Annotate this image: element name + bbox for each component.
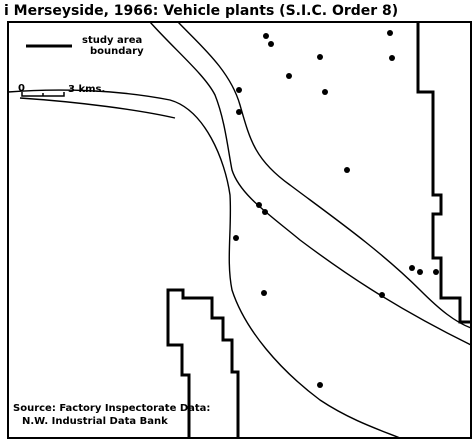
plant-dot xyxy=(433,269,439,275)
plant-dot xyxy=(268,41,274,47)
plant-dot xyxy=(344,167,350,173)
coastline xyxy=(149,21,472,346)
plant-dot xyxy=(261,290,267,296)
plant-dot xyxy=(263,33,269,39)
coastline xyxy=(19,97,176,119)
plant-dot xyxy=(286,73,292,79)
plant-dot xyxy=(387,30,393,36)
plant-dot xyxy=(389,55,395,61)
plant-dot xyxy=(233,235,239,241)
scale-label: 3 kms. xyxy=(68,84,105,95)
map-title: i Merseyside, 1966: Vehicle plants (S.I.… xyxy=(4,3,398,19)
coastline xyxy=(177,21,472,329)
plant-dot xyxy=(322,89,328,95)
legend-label: study area xyxy=(82,35,142,46)
plant-dot xyxy=(317,54,323,60)
source-text: N.W. Industrial Data Bank xyxy=(22,416,168,427)
boundary xyxy=(166,288,240,438)
plant-dot xyxy=(409,265,415,271)
plant-dot xyxy=(236,109,242,115)
plant-dot xyxy=(317,382,323,388)
plant-dot xyxy=(417,269,423,275)
plant-dot xyxy=(262,209,268,215)
plants xyxy=(233,30,439,388)
scale-bar xyxy=(21,92,65,97)
coastline xyxy=(7,89,401,439)
boundary xyxy=(416,22,471,324)
source-text: Source: Factory Inspectorate Data: xyxy=(13,403,210,414)
plant-dot xyxy=(379,292,385,298)
legend-label: boundary xyxy=(90,46,144,57)
plant-dot xyxy=(236,87,242,93)
plant-dot xyxy=(256,202,262,208)
scale-label: 0 xyxy=(18,83,25,94)
